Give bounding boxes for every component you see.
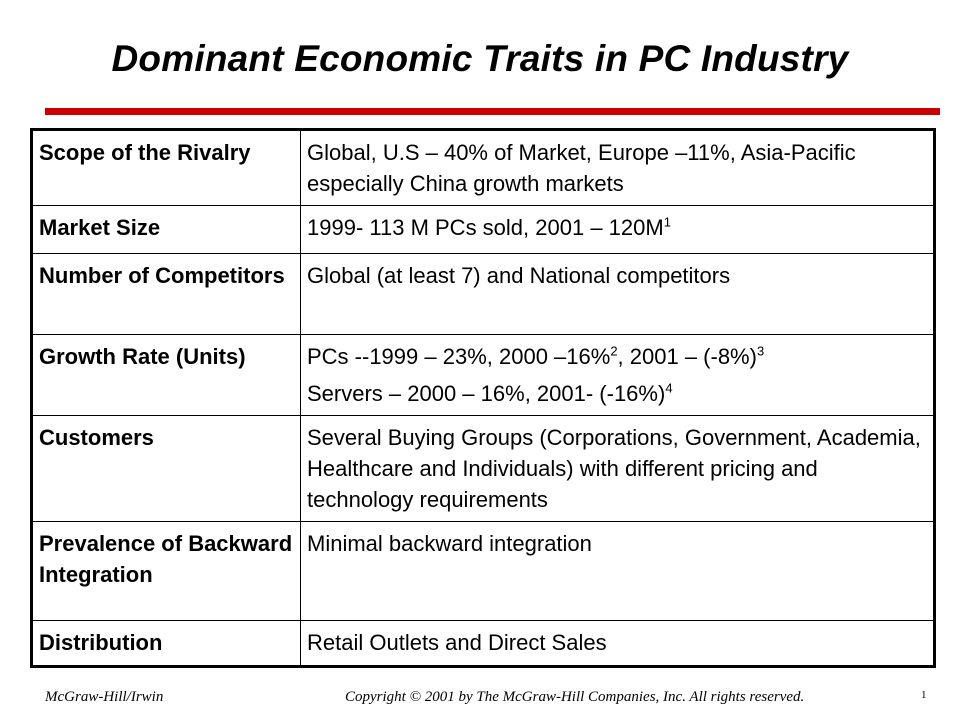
row-label: Market Size [31,205,301,254]
value-text: 1999- 113 M PCs sold, 2001 – 120M [307,215,664,240]
copyright-footer: Copyright © 2001 by The McGraw-Hill Comp… [345,689,805,705]
value-line: Global, U.S – 40% of Market, Europe –11%… [307,140,856,196]
row-value: Minimal backward integration [300,521,935,621]
value-line: Several Buying Groups (Corporations, Gov… [307,425,921,512]
page-number: 1 [921,689,927,701]
table-row: Growth Rate (Units) PCs --1999 – 23%, 20… [31,334,935,416]
traits-table: Scope of the Rivalry Global, U.S – 40% o… [30,128,936,668]
title-divider [45,108,940,115]
value-line: Minimal backward integration [307,531,592,556]
slide-title: Dominant Economic Traits in PC Industry [111,38,849,79]
footnote-marker: 2 [610,343,618,359]
row-value: 1999- 113 M PCs sold, 2001 – 120M1 [300,205,935,254]
row-label: Prevalence of Backward Integration [31,521,301,621]
row-value: PCs --1999 – 23%, 2000 –16%2, 2001 – (-8… [300,334,935,416]
value-text: , 2001 – (-8%) [617,344,757,369]
value-line: PCs --1999 – 23%, 2000 –16%2, 2001 – (-8… [307,341,927,372]
value-line: Retail Outlets and Direct Sales [307,630,607,655]
table-row: Market Size 1999- 113 M PCs sold, 2001 –… [31,205,935,254]
value-line: Global (at least 7) and National competi… [307,263,731,288]
row-value: Retail Outlets and Direct Sales [300,620,935,667]
footnote-marker: 4 [665,380,673,396]
footnote-marker: 1 [663,214,671,230]
value-line: Servers – 2000 – 16%, 2001- (-16%)4 [307,378,927,409]
row-label: Number of Competitors [31,253,301,335]
table-row: Number of Competitors Global (at least 7… [31,253,935,335]
row-label: Customers [31,415,301,522]
row-value: Global, U.S – 40% of Market, Europe –11%… [300,129,935,206]
value-line: 1999- 113 M PCs sold, 2001 – 120M1 [307,212,927,243]
footnote-marker: 3 [756,343,765,359]
row-label: Scope of the Rivalry [31,129,301,206]
publisher-footer: McGraw-Hill/Irwin [45,689,164,705]
row-label: Growth Rate (Units) [31,334,301,416]
table-row: Distribution Retail Outlets and Direct S… [31,620,935,667]
table-row: Prevalence of Backward Integration Minim… [31,521,935,621]
row-label: Distribution [31,620,301,667]
value-text: PCs --1999 – 23%, 2000 –16% [307,344,611,369]
table-row: Scope of the Rivalry Global, U.S – 40% o… [31,129,935,206]
row-value: Global (at least 7) and National competi… [300,253,935,335]
table-row: Customers Several Buying Groups (Corpora… [31,415,935,522]
value-text: Servers – 2000 – 16%, 2001- (-16%) [307,381,666,406]
row-value: Several Buying Groups (Corporations, Gov… [300,415,935,522]
